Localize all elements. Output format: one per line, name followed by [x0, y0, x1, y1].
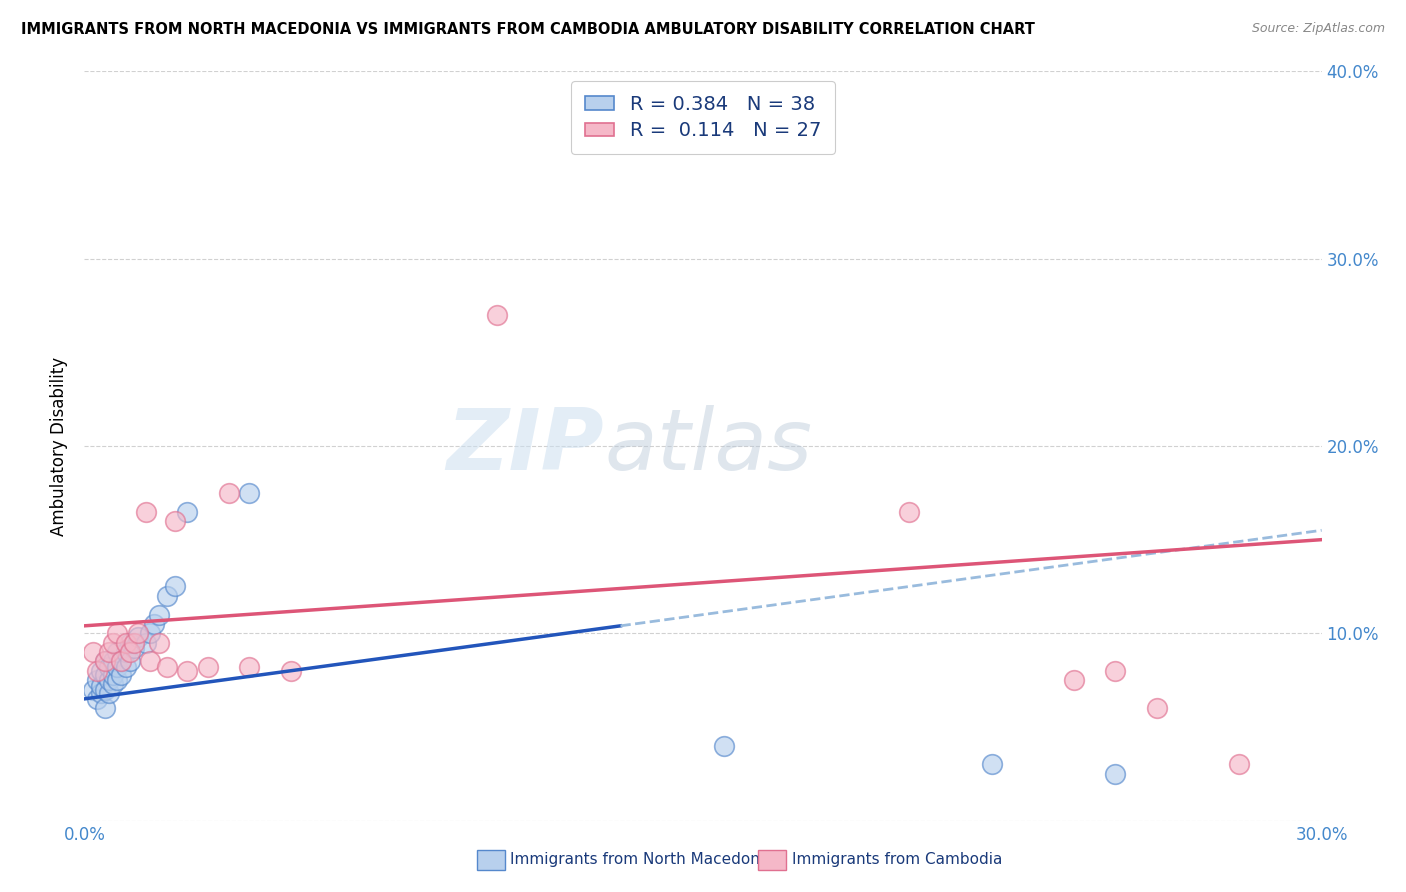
Point — [114, 635, 136, 649]
Point — [898, 505, 921, 519]
Point — [82, 682, 104, 697]
Point — [165, 580, 187, 594]
Point — [1104, 664, 1126, 678]
Point — [238, 486, 260, 500]
Point — [156, 660, 179, 674]
Y-axis label: Ambulatory Disability: Ambulatory Disability — [51, 357, 69, 535]
Point — [94, 667, 117, 681]
Point — [86, 664, 108, 678]
Point — [1146, 701, 1168, 715]
Point — [143, 617, 166, 632]
Text: ZIP: ZIP — [446, 404, 605, 488]
Point — [197, 660, 219, 674]
Point — [94, 655, 117, 669]
Point — [103, 635, 125, 649]
Point — [127, 630, 149, 644]
Point — [135, 635, 157, 649]
Point — [90, 664, 112, 678]
Point — [148, 635, 170, 649]
Point — [1063, 673, 1085, 688]
Point — [98, 645, 121, 659]
Point — [176, 505, 198, 519]
Point — [103, 667, 125, 681]
Point — [148, 607, 170, 622]
Point — [156, 589, 179, 603]
Point — [98, 673, 121, 688]
Point — [122, 635, 145, 649]
Point — [94, 701, 117, 715]
Point — [105, 626, 128, 640]
Point — [90, 686, 112, 700]
Point — [1227, 757, 1250, 772]
Point — [165, 514, 187, 528]
Point — [135, 505, 157, 519]
Point — [110, 655, 132, 669]
Point — [110, 655, 132, 669]
Point — [118, 655, 141, 669]
Point — [110, 667, 132, 681]
Point — [176, 664, 198, 678]
Point — [1104, 767, 1126, 781]
Point — [127, 626, 149, 640]
Text: Immigrants from Cambodia: Immigrants from Cambodia — [792, 853, 1002, 867]
Point — [103, 655, 125, 669]
Point — [218, 486, 240, 500]
Point — [238, 660, 260, 674]
Text: IMMIGRANTS FROM NORTH MACEDONIA VS IMMIGRANTS FROM CAMBODIA AMBULATORY DISABILIT: IMMIGRANTS FROM NORTH MACEDONIA VS IMMIG… — [21, 22, 1035, 37]
Point — [105, 673, 128, 688]
Text: Source: ZipAtlas.com: Source: ZipAtlas.com — [1251, 22, 1385, 36]
Point — [103, 677, 125, 691]
Point — [82, 645, 104, 659]
Point — [105, 645, 128, 659]
Point — [980, 757, 1002, 772]
Text: Immigrants from North Macedonia: Immigrants from North Macedonia — [510, 853, 773, 867]
Point — [118, 635, 141, 649]
Point — [713, 739, 735, 753]
Point — [280, 664, 302, 678]
Point — [86, 673, 108, 688]
Legend: R = 0.384   N = 38, R =  0.114   N = 27: R = 0.384 N = 38, R = 0.114 N = 27 — [571, 81, 835, 154]
Point — [114, 660, 136, 674]
Point — [86, 692, 108, 706]
Point — [94, 682, 117, 697]
Point — [105, 660, 128, 674]
Point — [139, 626, 162, 640]
Point — [98, 686, 121, 700]
Point — [114, 645, 136, 659]
Point — [118, 645, 141, 659]
Point — [122, 641, 145, 656]
Point — [485, 308, 508, 322]
Point — [90, 679, 112, 693]
Point — [94, 655, 117, 669]
Point — [98, 660, 121, 674]
Text: atlas: atlas — [605, 404, 813, 488]
Point — [139, 655, 162, 669]
